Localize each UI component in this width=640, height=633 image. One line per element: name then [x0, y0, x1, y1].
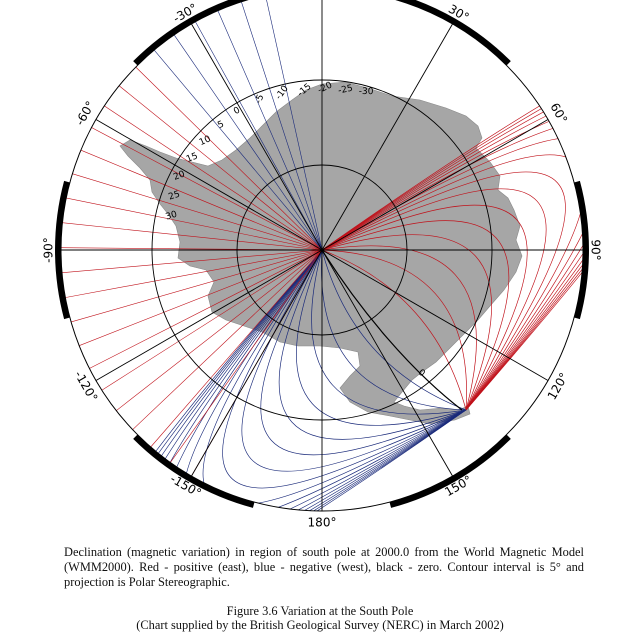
contour-line [80, 249, 323, 374]
meridian-line [321, 119, 549, 251]
contour-line [82, 122, 323, 251]
negative-contour [260, 249, 467, 456]
positive-contour [321, 234, 492, 411]
contour-line [168, 26, 323, 251]
positive-contour [321, 66, 583, 411]
south-pole-declination-map: -30° 30°-60° 60°-90° 90°-120° 120°-150° 150°1… [42, 0, 603, 530]
negative-contour-label: -25 [337, 84, 353, 97]
contour-line [93, 249, 323, 396]
contour-line [111, 79, 323, 251]
border-segment [133, 434, 255, 508]
positive-contour-label: 0 [232, 105, 242, 117]
border-segment [574, 180, 589, 320]
contour-line [71, 146, 323, 251]
negative-contour [182, 249, 467, 511]
negative-contour [222, 249, 467, 489]
negative-contour [163, 249, 467, 511]
negative-contour [321, 249, 467, 411]
positive-contour [321, 47, 583, 411]
figure-title: Figure 3.6 Variation at the South Pole [226, 604, 414, 618]
positive-contour [321, 249, 467, 411]
positive-contour [321, 119, 583, 411]
positive-contour-label: 20 [172, 169, 186, 182]
negative-contour [311, 249, 467, 415]
positive-contour-label: 15 [185, 151, 199, 165]
contour-line [263, 0, 323, 251]
positive-contour [321, 30, 583, 411]
contour-line [128, 59, 323, 251]
zero-contour-label: 0 [416, 368, 427, 380]
positive-contour [321, 245, 477, 411]
contour-line [61, 195, 323, 251]
map-border-thin [60, 0, 584, 512]
positive-contour-label: 25 [167, 190, 181, 203]
positive-contour-label: 30 [165, 210, 179, 223]
contour-line [61, 221, 323, 251]
meridian-line [95, 119, 323, 251]
negative-contour [62, 249, 467, 511]
positive-contour-label: 10 [198, 134, 213, 148]
contour-line [62, 170, 323, 251]
negative-contour-label: -30 [359, 87, 374, 98]
negative-contour [83, 249, 467, 511]
contour-line [213, 1, 323, 251]
figure-caption: Declination (magnetic variation) in regi… [64, 545, 584, 589]
contour-line [108, 249, 323, 418]
positive-contour [321, 137, 583, 411]
longitude-label: -90° [42, 237, 56, 263]
negative-contour-label: -5 [254, 93, 267, 105]
meridian-line [191, 249, 323, 477]
longitude-label: 60° [547, 101, 570, 126]
contour-line [61, 249, 323, 325]
meridian-line [191, 23, 323, 251]
positive-contour-label: 5 [216, 119, 226, 131]
meridian-line [321, 249, 549, 381]
zero-declination-line [321, 249, 463, 411]
positive-contour [321, 249, 467, 411]
negative-contour [143, 249, 467, 511]
meridian-line [321, 249, 453, 477]
contour-line [61, 249, 323, 274]
contour-line [238, 0, 323, 251]
meridian-line [95, 249, 323, 381]
positive-contour [321, 220, 510, 411]
positive-contour [321, 83, 583, 411]
longitude-label: 90° [589, 239, 603, 260]
contour-line [61, 249, 323, 300]
figure-credit: (Chart supplied by the British Geologica… [136, 618, 504, 632]
positive-contour [321, 171, 566, 411]
contour-line [95, 100, 323, 251]
negative-contour [278, 249, 467, 440]
positive-contour [321, 204, 528, 411]
negative-contour [123, 249, 467, 511]
contour-line [147, 42, 323, 251]
contour-line [69, 249, 323, 350]
border-segment [396, 0, 511, 66]
negative-contour [102, 249, 467, 511]
contour-line [164, 249, 323, 471]
positive-contour [321, 101, 583, 411]
contour-line [190, 12, 323, 251]
longitude-label: 180° [308, 516, 337, 530]
border-segment [133, 0, 248, 66]
border-segment [389, 434, 511, 508]
contour-line [125, 249, 323, 437]
positive-contour [321, 188, 547, 411]
border-segment [55, 180, 70, 320]
negative-contour [296, 249, 467, 426]
meridian-line [321, 23, 453, 251]
contour-line [143, 249, 323, 455]
